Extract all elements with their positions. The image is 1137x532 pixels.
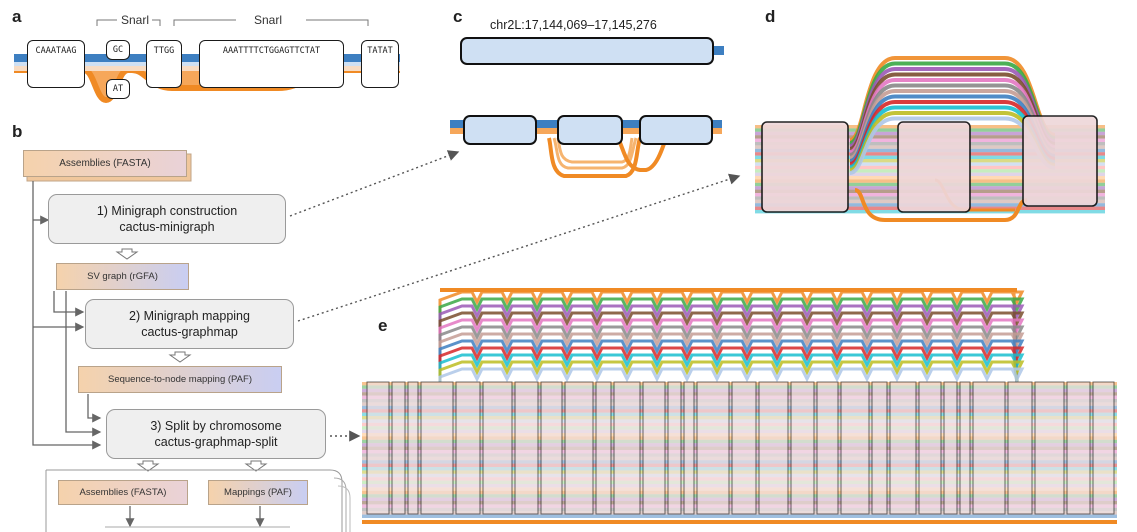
node-seq-6: TATAT [361, 40, 399, 88]
locus-coordinates: chr2L:17,144,069–17,145,276 [490, 18, 657, 32]
assemblies-fasta-input: Assemblies (FASTA) [23, 150, 187, 177]
output-mappings-paf: Mappings (PAF) [208, 480, 308, 505]
step-1-title: 1) Minigraph construction [96, 204, 238, 218]
panel-e-paths [362, 288, 1117, 524]
snarl-label-1: Snarl [118, 13, 153, 27]
panel-d-paths [755, 56, 1105, 222]
panel-c-graphs [450, 37, 724, 178]
node-seq-3: AT [106, 79, 130, 99]
step-3-title: 3) Split by chromosome [150, 419, 282, 433]
node-seq-2: GC [106, 40, 130, 60]
panel-label-c: c [453, 7, 463, 26]
step-2-tool: cactus-graphmap [141, 325, 238, 339]
step-3-split-by-chromosome: 3) Split by chromosome cactus-graphmap-s… [106, 409, 326, 459]
step-3-tool: cactus-graphmap-split [154, 435, 278, 449]
sv-graph-rgfa: SV graph (rGFA) [56, 263, 189, 290]
step-1-minigraph-construction: 1) Minigraph construction cactus-minigra… [48, 194, 286, 244]
node-seq-4: TTGG [146, 40, 182, 88]
step-2-minigraph-mapping: 2) Minigraph mapping cactus-graphmap [85, 299, 294, 349]
step-2-title: 2) Minigraph mapping [129, 309, 250, 323]
panel-label-b: b [12, 122, 23, 141]
node-seq-5: AAATTTTCTGGAGTTCTAT [199, 40, 344, 88]
panel-label-d: d [765, 7, 776, 26]
step-1-tool: cactus-minigraph [119, 220, 215, 234]
sequence-to-node-paf: Sequence-to-node mapping (PAF) [78, 366, 282, 393]
panel-label-a: a [12, 7, 22, 26]
node-seq-1: CAAATAAG [27, 40, 85, 88]
panel-label-e: e [378, 316, 388, 335]
output-assemblies-fasta: Assemblies (FASTA) [58, 480, 188, 505]
snarl-label-2: Snarl [251, 13, 286, 27]
